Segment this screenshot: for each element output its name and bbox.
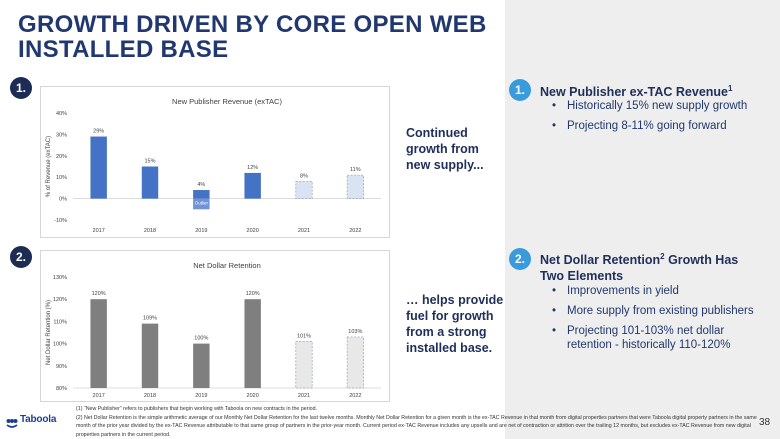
- data-label: 12%: [247, 165, 258, 171]
- data-label: 8%: [300, 173, 308, 179]
- section2-bullet: More supply from existing publishers: [552, 304, 762, 318]
- footnote-1: (1) “New Publisher” refers to publishers…: [76, 405, 766, 414]
- mid-text-line: installed base.: [406, 340, 503, 356]
- bar: [193, 190, 209, 199]
- bar: [296, 181, 312, 198]
- mid-text-line: growth from: [406, 141, 484, 157]
- y-tick-label: 30%: [56, 132, 67, 138]
- data-label: 29%: [93, 129, 104, 135]
- footnote-2: (2) Net Dollar Retention is the simple a…: [76, 414, 766, 439]
- y-axis-label: % of Revenue (exTAC): [46, 136, 52, 197]
- outlier-label: Outlier: [195, 201, 209, 206]
- badge-2: 2.: [10, 246, 32, 268]
- right-panel: [505, 0, 780, 439]
- bar: [347, 337, 363, 388]
- data-label: 100%: [194, 336, 208, 342]
- badge-1: 1.: [10, 77, 32, 99]
- y-tick-label: 40%: [56, 111, 67, 117]
- section2-badge: 2.: [509, 248, 531, 270]
- section2-heading: Net Dollar Retention2 Growth Has Two Ele…: [540, 249, 765, 284]
- bar: [193, 344, 209, 388]
- y-axis-label: Net Dollar Retention (%): [46, 300, 52, 365]
- new-publisher-revenue-chart-svg: New Publisher Revenue (exTAC) % of Revenu…: [41, 87, 391, 239]
- y-tick-label: 10%: [56, 175, 67, 181]
- section1-bullet: Historically 15% new supply growth: [552, 99, 772, 113]
- section1-heading-text: New Publisher ex-TAC Revenue: [540, 85, 728, 99]
- section1-badge: 1.: [509, 79, 531, 101]
- section1-bullets: Historically 15% new supply growth Proje…: [552, 99, 772, 139]
- x-tick-label: 2019: [195, 393, 207, 399]
- x-tick-label: 2021: [298, 393, 310, 399]
- taboola-logo-text: Taboola: [20, 414, 56, 425]
- data-label: 15%: [144, 159, 155, 165]
- mid-text-line: Continued: [406, 125, 484, 141]
- y-tick-label: 20%: [56, 154, 67, 160]
- bar: [142, 324, 158, 388]
- x-tick-label: 2022: [349, 393, 361, 399]
- mid-text-line: from a strong: [406, 324, 503, 340]
- mid-text-line: new supply...: [406, 157, 484, 173]
- x-tick-label: 2018: [144, 393, 156, 399]
- section2-bullet: Projecting 101-103% net dollar retention…: [552, 324, 762, 352]
- data-label: 4%: [197, 182, 205, 188]
- mid-text-line: … helps provide: [406, 292, 503, 308]
- y-tick-label: 90%: [56, 364, 67, 370]
- net-dollar-retention-chart-svg: Net Dollar Retention Net Dollar Retention…: [41, 251, 391, 403]
- page-number: 38: [759, 417, 770, 428]
- bar: [244, 299, 260, 388]
- mid-text-fuel: … helps provide fuel for growth from a s…: [406, 292, 503, 356]
- data-label: 101%: [297, 333, 311, 339]
- x-tick-label: 2022: [349, 228, 361, 234]
- y-tick-label: 120%: [53, 297, 67, 303]
- taboola-logo: Taboola: [6, 414, 56, 425]
- data-label: 120%: [246, 291, 260, 297]
- slide-title: GROWTH DRIVEN BY CORE OPEN WEB INSTALLED…: [18, 12, 488, 62]
- bar: [90, 137, 106, 199]
- y-tick-label: 100%: [53, 342, 67, 348]
- y-tick-label: 110%: [53, 319, 67, 325]
- mid-text-line: fuel for growth: [406, 308, 503, 324]
- y-tick-label: 0%: [59, 197, 67, 203]
- chart-title: Net Dollar Retention: [193, 261, 261, 270]
- data-label: 109%: [143, 316, 157, 322]
- x-tick-label: 2019: [195, 228, 207, 234]
- bar: [90, 299, 106, 388]
- y-tick-label: 130%: [53, 275, 67, 281]
- x-tick-label: 2020: [247, 228, 259, 234]
- x-tick-label: 2017: [93, 393, 105, 399]
- section1-heading-sup: 1: [728, 84, 732, 93]
- data-label: 11%: [350, 167, 361, 173]
- bar: [296, 341, 312, 388]
- y-tick-label: -10%: [54, 218, 67, 224]
- section2-heading-text-c: Two Elements: [540, 269, 623, 283]
- footnotes: (1) “New Publisher” refers to publishers…: [76, 405, 766, 439]
- taboola-logo-icon: [6, 415, 18, 425]
- mid-text-growth: Continued growth from new supply...: [406, 125, 484, 173]
- chart-title: New Publisher Revenue (exTAC): [172, 97, 282, 106]
- x-tick-label: 2017: [93, 228, 105, 234]
- new-publisher-revenue-chart: New Publisher Revenue (exTAC) % of Revenu…: [40, 86, 390, 238]
- x-tick-label: 2020: [247, 393, 259, 399]
- bar: [142, 167, 158, 199]
- section2-bullet: Improvements in yield: [552, 284, 762, 298]
- net-dollar-retention-chart: Net Dollar Retention Net Dollar Retention…: [40, 250, 390, 402]
- data-label: 120%: [92, 291, 106, 297]
- x-tick-label: 2021: [298, 228, 310, 234]
- bar: [244, 173, 260, 199]
- data-label: 103%: [348, 329, 362, 335]
- y-tick-label: 80%: [56, 386, 67, 392]
- section1-heading: New Publisher ex-TAC Revenue1: [540, 81, 732, 100]
- section2-heading-text-b: Growth Has: [665, 253, 739, 267]
- section2-heading-text-a: Net Dollar Retention: [540, 253, 660, 267]
- section2-bullets: Improvements in yield More supply from e…: [552, 284, 762, 358]
- section1-bullet: Projecting 8-11% going forward: [552, 119, 772, 133]
- bar: [347, 175, 363, 199]
- x-tick-label: 2018: [144, 228, 156, 234]
